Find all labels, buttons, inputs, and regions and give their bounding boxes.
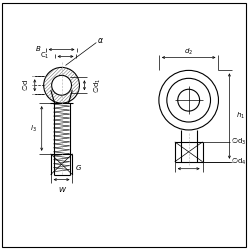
Text: G: G [76,165,81,171]
Text: $\varnothing$d$_4$: $\varnothing$d$_4$ [232,156,247,167]
Text: $\varnothing$d$_1$: $\varnothing$d$_1$ [91,78,102,93]
Text: $\alpha$: $\alpha$ [97,36,104,45]
Text: $\varnothing$d: $\varnothing$d [20,79,30,91]
Text: B: B [36,46,41,52]
Text: W: W [58,186,65,192]
Text: l$_3$: l$_3$ [30,124,37,134]
Text: h$_1$: h$_1$ [236,111,246,121]
Text: C$_1$: C$_1$ [40,50,50,60]
Text: $\varnothing$d$_3$: $\varnothing$d$_3$ [232,136,247,147]
Text: d$_2$: d$_2$ [184,46,193,56]
